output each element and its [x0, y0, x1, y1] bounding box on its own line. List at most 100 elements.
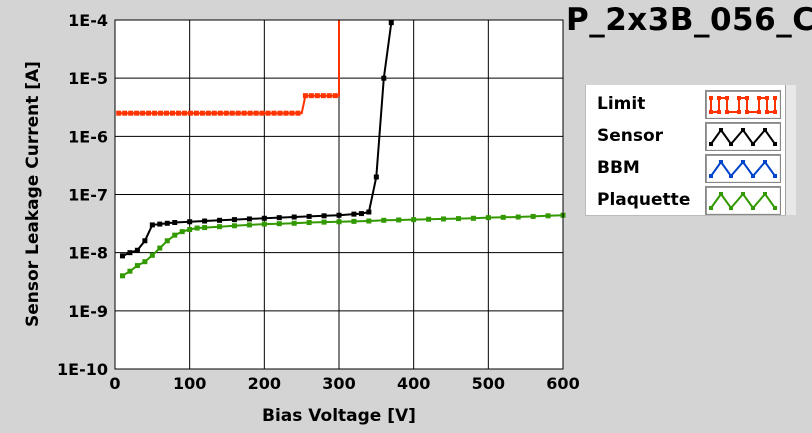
series-limit-point [116, 110, 122, 116]
series-limit-point [320, 93, 326, 99]
legend-plot-style-icon [709, 160, 777, 178]
x-tick-label: 400 [397, 374, 430, 393]
x-tick-label: 600 [546, 374, 579, 393]
series-sensor-point [134, 247, 140, 253]
y-axis-label: Sensor Leakage Current [A] [23, 61, 43, 327]
series-limit-point [128, 110, 134, 116]
series-plaquette-point [194, 225, 200, 231]
series-limit-point [289, 110, 295, 116]
series-plaquette-point [321, 219, 327, 225]
series-plaquette-point [455, 216, 461, 222]
series-limit-point [259, 110, 265, 116]
legend-label: Plaquette [597, 190, 691, 210]
y-tick-label: 1E-10 [57, 360, 108, 379]
series-limit-point [229, 110, 235, 116]
series-limit-point [134, 110, 140, 116]
series-limit-point [332, 93, 338, 99]
series-limit-point [308, 93, 314, 99]
y-tick-label: 1E-9 [68, 302, 108, 321]
series-plaquette-point [157, 245, 163, 251]
series-sensor-point [172, 220, 178, 226]
series-plaquette-point [261, 221, 267, 227]
series-limit-point [302, 93, 308, 99]
series-limit-point [205, 110, 211, 116]
legend-scrollbar[interactable] [785, 85, 796, 215]
series-sensor-point [261, 215, 267, 221]
series-sensor-point [149, 222, 155, 228]
chart-title: P_2x3B_056_C [566, 2, 812, 38]
series-limit-point [140, 110, 146, 116]
legend-item-plaquette[interactable]: Plaquette [586, 184, 786, 216]
legend-label: BBM [597, 158, 640, 178]
series-limit-point [152, 110, 158, 116]
series-sensor-point [306, 213, 312, 219]
series-limit-point [235, 110, 241, 116]
series-plaquette-point [366, 218, 372, 224]
series-sensor [119, 20, 394, 259]
legend-label: Limit [597, 94, 646, 114]
series-sensor-point [127, 250, 133, 256]
legend-swatch-sensor[interactable] [705, 122, 781, 151]
y-tick-label: 1E-8 [68, 244, 108, 263]
plot-frame [114, 19, 564, 370]
series-sensor-point [358, 211, 364, 217]
series-plaquette-point [179, 229, 185, 235]
legend-item-sensor[interactable]: Sensor [586, 120, 786, 152]
series-limit-point [217, 110, 223, 116]
series-sensor-point [276, 215, 282, 221]
series-limit-point [199, 110, 205, 116]
x-tick-label: 300 [322, 374, 355, 393]
series-sensor-point [231, 217, 237, 223]
series-sensor-point [217, 217, 223, 223]
series-plaquette-point [515, 214, 521, 220]
series-sensor-point [373, 174, 379, 180]
series-sensor-point [246, 216, 252, 222]
series-plaquette-point [485, 215, 491, 221]
x-tick-label: 0 [109, 374, 120, 393]
legend-swatch-limit[interactable] [705, 90, 781, 119]
legend-item-bbm[interactable]: BBM [586, 152, 786, 184]
y-tick-label: 1E-7 [68, 186, 108, 205]
legend-plot-style-icon [709, 96, 777, 114]
legend: Limit Sensor BBM Plaquette [585, 85, 796, 216]
y-tick-label: 1E-4 [68, 11, 108, 30]
series-sensor-point [321, 213, 327, 219]
series-plaquette-point [500, 214, 506, 220]
series-limit-point [211, 110, 217, 116]
series-limit [116, 20, 340, 116]
series-sensor-point [187, 219, 193, 225]
series-plaquette-point [470, 215, 476, 221]
series-plaquette-point [172, 232, 178, 238]
legend-item-limit[interactable]: Limit [586, 88, 786, 120]
series-plaquette-point [127, 268, 133, 274]
series-plaquette-point [381, 217, 387, 223]
series-limit-point [146, 110, 152, 116]
series-plaquette-point [306, 220, 312, 226]
legend-swatch-plaquette[interactable] [705, 186, 781, 215]
legend-swatch-bbm[interactable] [705, 154, 781, 183]
series-plaquette-point [545, 213, 551, 219]
series-sensor-point [291, 214, 297, 220]
series-sensor-point [381, 75, 387, 81]
series-plaquette-point [187, 227, 193, 233]
series-sensor-point [157, 221, 163, 227]
legend-label: Sensor [597, 126, 664, 146]
series-plaquette-point [231, 223, 237, 229]
series-plaquette-point [441, 216, 447, 222]
series-plaquette-point [164, 238, 170, 244]
series-limit-point [164, 110, 170, 116]
series-sensor-point [164, 220, 170, 226]
series-sensor-point [336, 212, 342, 218]
y-tick-label: 1E-6 [68, 127, 108, 146]
series-limit-point [295, 110, 301, 116]
legend-plot-style-icon [709, 128, 777, 146]
series-layer [116, 20, 566, 279]
x-tick-label: 500 [472, 374, 505, 393]
series-limit-point [253, 110, 259, 116]
series-sensor-point [366, 209, 372, 215]
series-limit-point [175, 110, 181, 116]
series-limit-point [122, 110, 128, 116]
series-plaquette-point [246, 222, 252, 228]
series-plaquette-point [411, 217, 417, 223]
